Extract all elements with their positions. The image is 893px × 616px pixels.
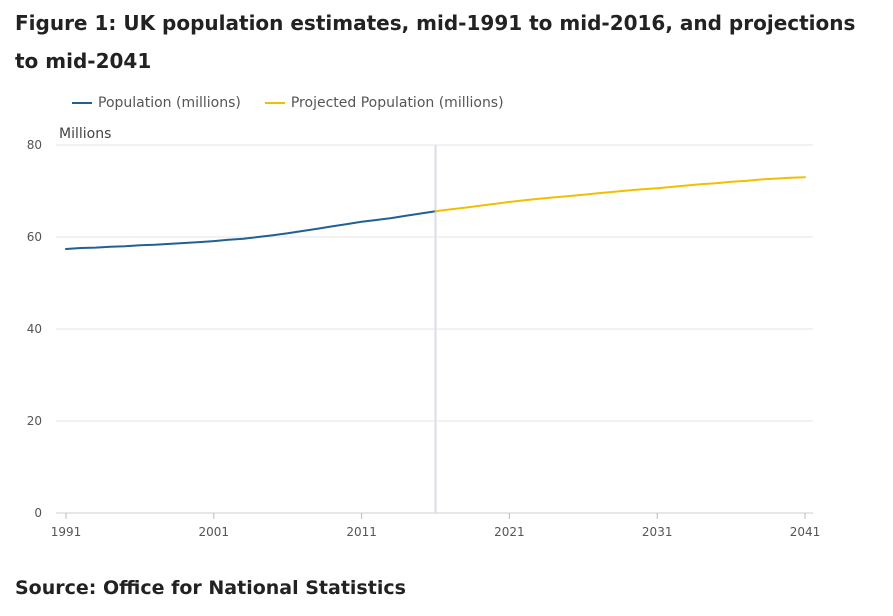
chart-title: Figure 1: UK population estimates, mid-1…	[15, 11, 856, 73]
legend-label-projected: Projected Population (millions)	[290, 95, 504, 111]
x-tick-label: 2011	[346, 525, 377, 539]
legend-item-projected[interactable]: Projected Population (millions)	[264, 95, 504, 111]
x-tick-label: 2031	[642, 525, 673, 539]
legend-swatch-projected	[264, 102, 285, 104]
source-note: Source: Office for National Statistics	[15, 577, 406, 599]
legend-item-population[interactable]: Population (millions)	[72, 95, 241, 111]
x-tick-label: 2001	[199, 525, 230, 539]
y-tick-label: 40	[27, 322, 42, 336]
legend-label-population: Population (millions)	[98, 95, 241, 111]
legend: Population (millions) Projected Populati…	[72, 95, 504, 111]
x-tick-label: 2041	[790, 525, 821, 539]
y-tick-label: 60	[27, 230, 42, 244]
series-line-population	[65, 210, 437, 250]
y-tick-label: 20	[27, 414, 42, 428]
series-line-projected	[434, 176, 806, 213]
x-tick-label: 2021	[494, 525, 525, 539]
y-tick-label: 0	[34, 506, 42, 520]
y-axis-label: Millions	[59, 126, 112, 142]
x-tick-label: 1991	[51, 525, 82, 539]
legend-swatch-population	[72, 102, 92, 104]
y-tick-label: 80	[27, 138, 42, 152]
